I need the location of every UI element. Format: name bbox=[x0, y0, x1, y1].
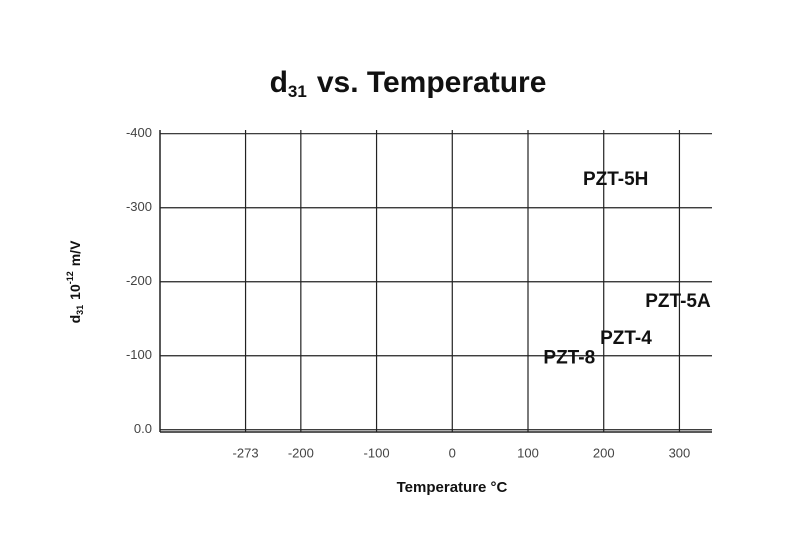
series-label: PZT-5H bbox=[583, 169, 648, 190]
y-tick-label: -400 bbox=[126, 125, 152, 140]
x-tick-label: 300 bbox=[669, 445, 691, 460]
title-subscript: 31 bbox=[288, 82, 307, 101]
y-label-base: 10 bbox=[67, 284, 83, 300]
x-tick-label: -100 bbox=[364, 445, 390, 460]
y-axis-label: d31 10-12 m/V bbox=[65, 240, 85, 324]
series-label: PZT-8 bbox=[543, 348, 595, 369]
x-tick-label: -200 bbox=[288, 445, 314, 460]
x-tick-label: 100 bbox=[517, 445, 539, 460]
series-label: PZT-4 bbox=[600, 328, 652, 349]
y-tick-label: -200 bbox=[126, 273, 152, 288]
y-tick-label: -300 bbox=[126, 199, 152, 214]
x-tick-label: 0 bbox=[449, 445, 456, 460]
x-axis-label: Temperature °C bbox=[397, 479, 508, 496]
y-tick-label: -100 bbox=[126, 347, 152, 362]
x-tick-label: 200 bbox=[593, 445, 615, 460]
y-label-unit: m/V bbox=[67, 240, 83, 266]
series-label: PZT-5A bbox=[645, 291, 711, 312]
y-tick-label: 0.0 bbox=[134, 421, 152, 436]
x-tick-label: -273 bbox=[233, 445, 259, 460]
y-label-symbol: d bbox=[67, 315, 83, 324]
chart-title: d31 vs. Temperature bbox=[270, 66, 547, 102]
title-text: vs. Temperature bbox=[317, 66, 547, 99]
y-label-subscript: 31 bbox=[75, 305, 85, 315]
title-symbol: d bbox=[270, 66, 288, 99]
y-label-exponent: -12 bbox=[65, 271, 75, 284]
